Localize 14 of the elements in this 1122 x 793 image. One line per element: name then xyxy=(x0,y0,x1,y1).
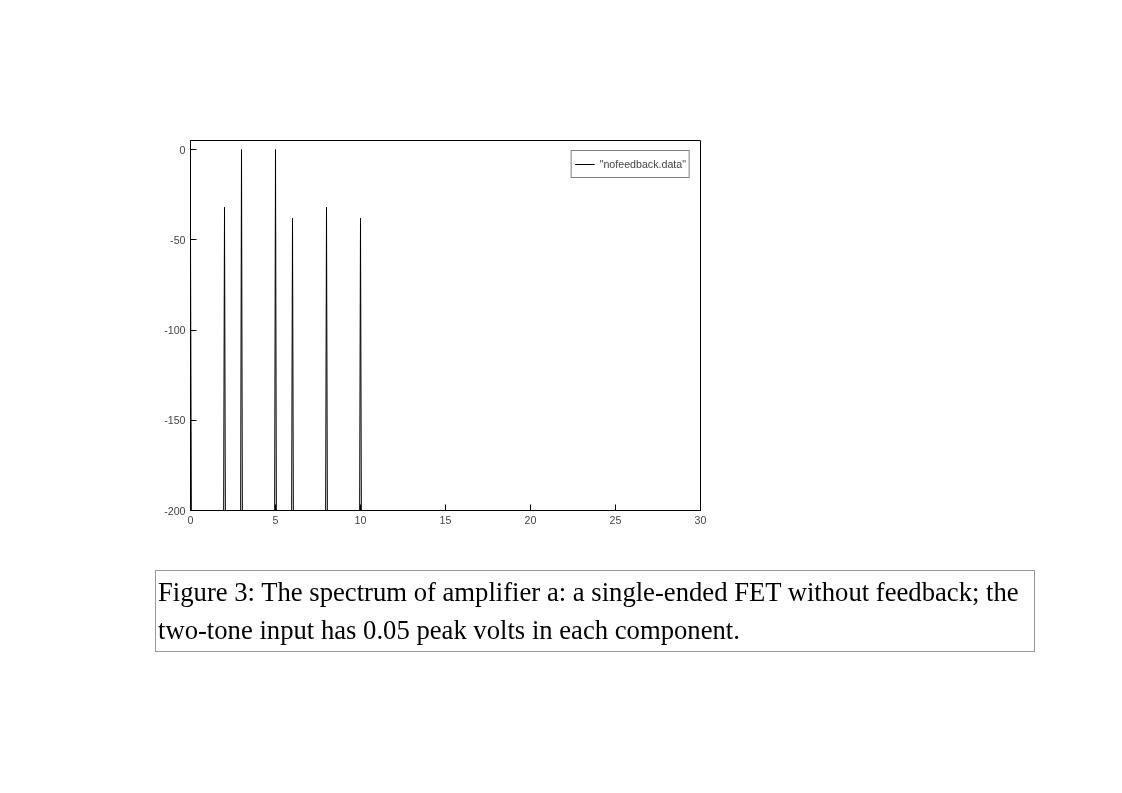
y-tick-label: -100 xyxy=(164,324,186,337)
x-tick-label: 25 xyxy=(609,513,622,526)
y-tick-label: 0 xyxy=(179,143,186,156)
caption: Figure 3: The spectrum of amplifier a: a single-ended FET without feedback; the two-tone input has 0.05 peak volts in each component. xyxy=(158,573,1032,650)
y-tick-label: -200 xyxy=(164,504,186,517)
legend-label: "nofeedback.data" xyxy=(599,158,686,170)
y-tick-label: -150 xyxy=(164,414,186,427)
x-tick-label: 5 xyxy=(272,513,279,526)
y-tick-label: -50 xyxy=(170,233,186,246)
x-tick-label: 30 xyxy=(694,513,707,526)
x-tick-label: 15 xyxy=(439,513,452,526)
x-tick-label: 10 xyxy=(354,513,367,526)
x-tick-label: 0 xyxy=(187,513,194,526)
x-tick-label: 20 xyxy=(524,513,537,526)
